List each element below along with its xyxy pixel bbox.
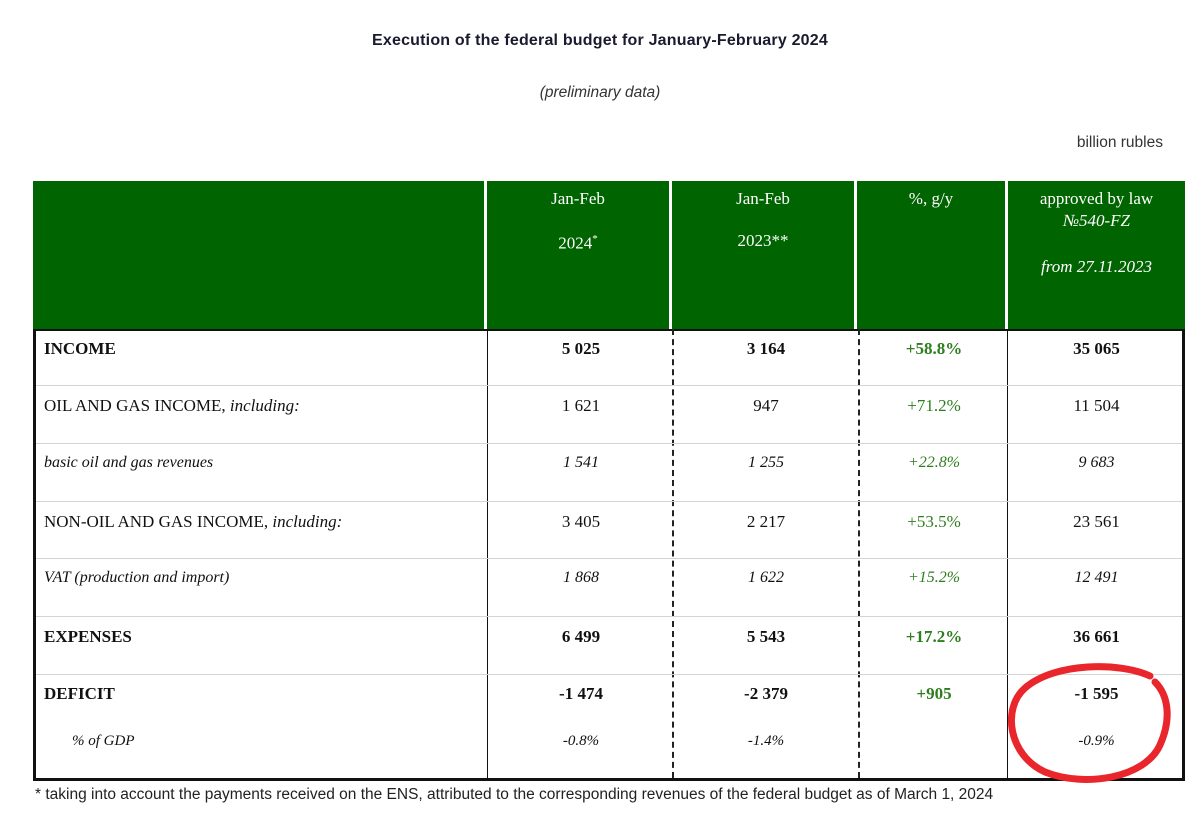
header-empty-cell (33, 181, 484, 329)
table-row-pct-gdp: % of GDP -0.8% -1.4% -0.9% (72, 733, 1115, 749)
header-jan-feb-2023: Jan-Feb 2023** (672, 181, 854, 329)
red-circle-annotation (1008, 663, 1171, 783)
table-row-oil-gas-income: OIL AND GAS INCOME, including: 1 621 947… (36, 386, 1182, 444)
header-approved-by-law: approved by law №540-FZ from 27.11.2023 (1008, 181, 1185, 329)
cropped-text-fragment (0, 0, 1200, 2)
document-title: Execution of the federal budget for Janu… (372, 32, 828, 49)
column-divider (1007, 329, 1008, 778)
document-subtitle: (preliminary data) (539, 84, 661, 101)
table-row-vat: VAT (production and import) 1 868 1 622 … (36, 559, 1182, 617)
column-divider (672, 329, 674, 778)
footnote: * taking into account the payments recei… (35, 786, 994, 803)
table-row-expenses: EXPENSES 6 499 5 543 +17.2% 36 661 (36, 617, 1182, 675)
table-row-deficit: DEFICIT -1 474 -2 379 +905 -1 595 (44, 684, 1119, 703)
table-header: Jan-Feb 2024* Jan-Feb 2023** %, g/y appr… (33, 181, 1185, 329)
table-row-non-oil-gas-income: NON-OIL AND GAS INCOME, including: 3 405… (36, 502, 1182, 559)
budget-table: Jan-Feb 2024* Jan-Feb 2023** %, g/y appr… (33, 181, 1185, 781)
header-pct-yoy: %, g/y (857, 181, 1005, 329)
table-row-basic-oil-gas: basic oil and gas revenues 1 541 1 255 +… (36, 444, 1182, 502)
table-row-income: INCOME 5 025 3 164 +58.8% 35 065 (36, 329, 1182, 386)
column-divider (487, 329, 488, 778)
column-divider (858, 329, 860, 778)
header-divider (33, 329, 1185, 331)
table-body: INCOME 5 025 3 164 +58.8% 35 065 OIL AND… (33, 329, 1185, 781)
header-jan-feb-2024: Jan-Feb 2024* (487, 181, 669, 329)
units-label: billion rubles (1076, 134, 1163, 151)
